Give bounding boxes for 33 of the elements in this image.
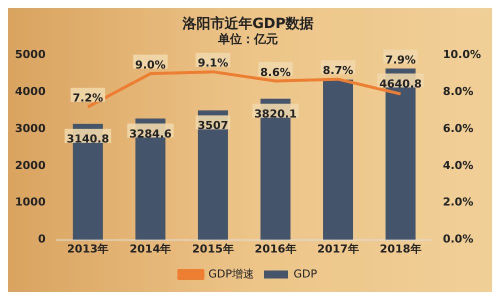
y-tick-label: 4000 bbox=[14, 84, 46, 98]
data-label: 3820.1 bbox=[254, 108, 297, 121]
data-label: 3507 bbox=[198, 119, 228, 132]
data-label: 9.1% bbox=[198, 56, 228, 70]
legend-label: GDP bbox=[294, 267, 318, 280]
data-label: 7.2% bbox=[72, 92, 104, 105]
y-tick-label: 3000 bbox=[14, 122, 46, 135]
y2-tick-label: 6.0% bbox=[442, 122, 474, 135]
y2-tick-label: 10.0% bbox=[442, 48, 482, 62]
data-label: 3284.6 bbox=[129, 127, 172, 140]
y2-tick-label: 2.0% bbox=[442, 196, 474, 209]
y2-tick-label: 8.0% bbox=[442, 84, 474, 98]
y-tick-label: 2000 bbox=[14, 158, 46, 172]
x-tick-label: 2014年 bbox=[130, 242, 172, 256]
y2-tick-label: 4.0% bbox=[442, 158, 474, 172]
y-tick-label: 0 bbox=[38, 232, 46, 246]
x-tick-label: 2016年 bbox=[254, 242, 296, 256]
x-tick-label: 2018年 bbox=[380, 242, 422, 256]
y2-tick-label: 0.0% bbox=[442, 232, 474, 246]
x-tick-label: 2013年 bbox=[67, 242, 109, 256]
data-label: 8.7% bbox=[322, 64, 354, 78]
y-tick-label: 1000 bbox=[14, 196, 46, 209]
chart-subtitle: 单位：亿元 bbox=[217, 32, 278, 46]
data-label: 9.0% bbox=[135, 58, 166, 72]
x-tick-label: 2017年 bbox=[317, 242, 359, 256]
data-label: 3140.8 bbox=[66, 132, 110, 146]
data-label: 7.9% bbox=[385, 53, 416, 66]
y-tick-label: 5000 bbox=[14, 48, 46, 62]
x-tick-label: 2015年 bbox=[192, 242, 234, 256]
data-label: 4640.8 bbox=[379, 77, 422, 90]
data-label: 8.6% bbox=[260, 66, 291, 79]
legend-label: GDP增速 bbox=[208, 267, 254, 280]
chart-title: 洛阳市近年GDP数据 bbox=[181, 15, 314, 32]
